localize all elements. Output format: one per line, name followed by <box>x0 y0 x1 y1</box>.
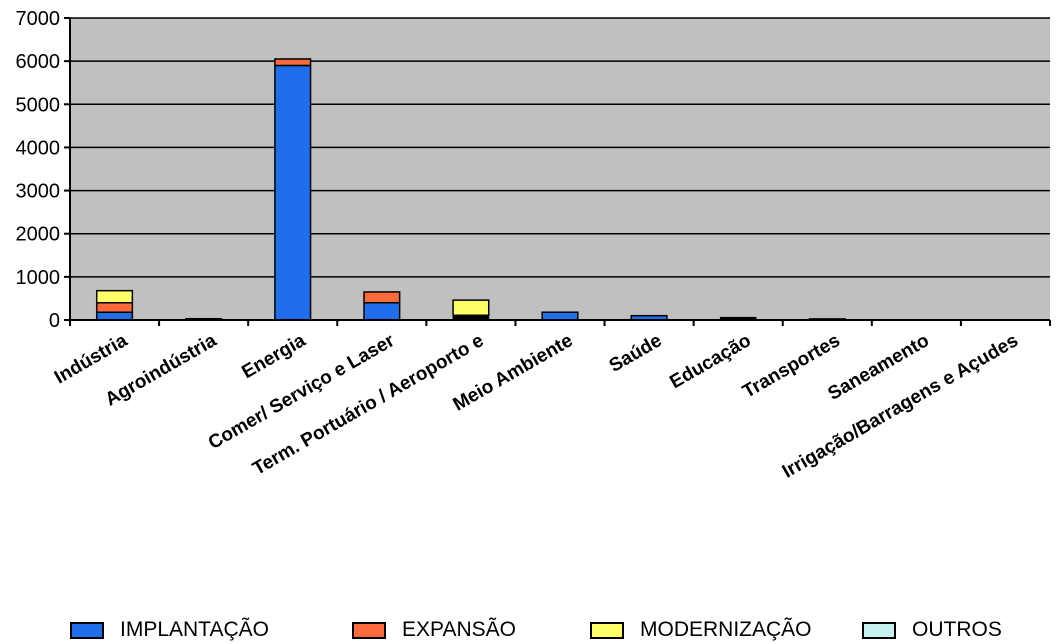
legend-label: IMPLANTAÇÃO <box>120 618 269 641</box>
y-tick-label: 3000 <box>16 181 61 203</box>
legend-item: EXPANSÃO <box>352 618 516 642</box>
legend-swatch <box>70 621 104 639</box>
y-tick-label: 5000 <box>16 94 61 116</box>
x-category-label: Indústria <box>51 330 131 389</box>
bar-segment-expansão <box>95 301 134 313</box>
legend-label: MODERNIZAÇÃO <box>640 618 812 641</box>
grid-lines <box>70 17 1050 278</box>
bar-segment-modernização <box>95 289 134 304</box>
legend-swatch <box>862 621 896 639</box>
bar-segment-implantação <box>274 64 312 321</box>
legend-swatch <box>590 621 624 639</box>
legend-item: MODERNIZAÇÃO <box>590 618 812 642</box>
bar-segment-implantação <box>363 301 401 321</box>
bar-segment-expansão <box>363 291 401 304</box>
y-tick-label: 0 <box>49 310 60 332</box>
y-tick-label: 2000 <box>16 224 61 246</box>
bar-segment-implantação <box>541 311 579 321</box>
bar-segment-modernização <box>452 299 490 317</box>
legend-swatch <box>352 621 386 639</box>
plot-area <box>70 18 1050 320</box>
x-category-label: Energia <box>238 330 309 383</box>
y-tick-label: 4000 <box>16 137 61 159</box>
legend-label: EXPANSÃO <box>402 618 516 641</box>
y-tick-label: 7000 <box>16 8 61 30</box>
y-axis-ticks: 0 1000 2000 3000 4000 5000 6000 7000 <box>16 8 70 332</box>
bar-segment-expansão <box>274 58 312 67</box>
bar-segment-implantação <box>95 311 134 321</box>
legend-item: IMPLANTAÇÃO <box>70 618 269 642</box>
x-category-label: Saúde <box>606 330 666 377</box>
y-tick-label: 6000 <box>16 51 61 73</box>
legend-label: OUTROS <box>912 618 1002 641</box>
y-tick-label: 1000 <box>16 267 61 289</box>
legend-item: OUTROS <box>862 618 1002 642</box>
